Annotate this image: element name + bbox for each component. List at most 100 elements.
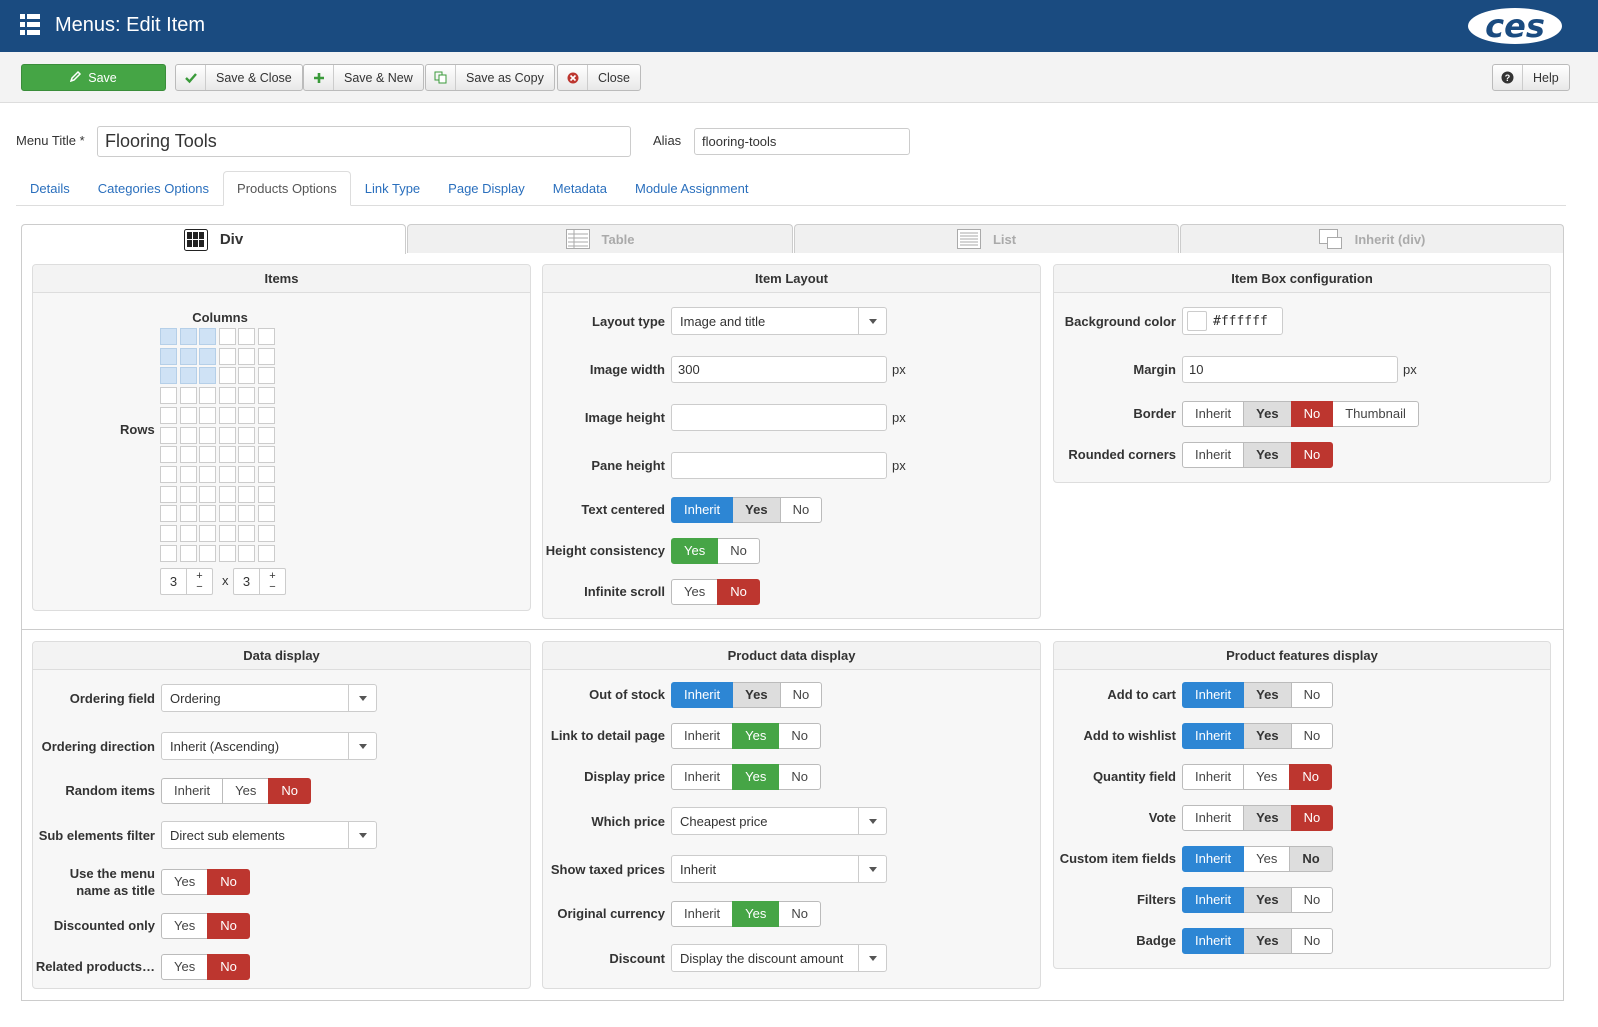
toggle-option[interactable]: No bbox=[1290, 886, 1334, 913]
number-input[interactable]: 3 + − bbox=[160, 568, 213, 595]
toggle-option[interactable]: Yes bbox=[732, 900, 780, 927]
select[interactable]: Inherit bbox=[671, 855, 887, 883]
grid-cell[interactable] bbox=[179, 446, 197, 464]
toggle-option[interactable]: No bbox=[779, 496, 823, 523]
grid-cell[interactable] bbox=[199, 525, 217, 542]
toggle-option[interactable]: Yes bbox=[1243, 400, 1292, 427]
menu-title-input[interactable]: Flooring Tools bbox=[97, 126, 631, 157]
toggle-option[interactable]: No bbox=[1290, 927, 1334, 954]
toggle-option[interactable]: No bbox=[1289, 845, 1333, 872]
toggle-option[interactable]: No bbox=[1290, 441, 1334, 468]
select[interactable]: Cheapest price bbox=[671, 807, 887, 835]
grid-cell[interactable] bbox=[238, 525, 256, 542]
toggle-option[interactable]: Inherit bbox=[671, 900, 734, 927]
grid-cell[interactable] bbox=[218, 525, 236, 542]
toggle-option[interactable]: No bbox=[207, 869, 250, 895]
toggle-option[interactable]: Inherit bbox=[671, 722, 734, 749]
toggle-option[interactable]: No bbox=[778, 722, 821, 749]
grid-cell[interactable] bbox=[258, 485, 275, 503]
grid-cell[interactable] bbox=[258, 367, 275, 385]
toggle-option[interactable]: Inherit bbox=[671, 763, 734, 790]
toggle-option[interactable]: No bbox=[207, 953, 250, 980]
layout-tab[interactable]: List bbox=[794, 224, 1179, 253]
toggle-option[interactable]: No bbox=[717, 537, 760, 564]
toggle-option[interactable]: No bbox=[1290, 722, 1334, 749]
layout-tab[interactable]: Div bbox=[21, 224, 406, 254]
toolbar-button[interactable]: Close bbox=[557, 64, 641, 91]
alias-input[interactable]: flooring-tools bbox=[694, 128, 910, 155]
toggle-option[interactable]: Yes bbox=[161, 869, 209, 895]
tab[interactable]: Link Type bbox=[364, 181, 421, 196]
toggle-option[interactable]: Yes bbox=[1243, 681, 1292, 708]
text-input[interactable]: 300 bbox=[671, 355, 887, 383]
toggle-option[interactable]: Inherit bbox=[671, 496, 734, 523]
toggle-option[interactable]: Inherit bbox=[161, 777, 224, 804]
toggle-option[interactable]: Yes bbox=[222, 777, 270, 804]
grid-cell[interactable] bbox=[218, 347, 236, 365]
grid-cell[interactable] bbox=[258, 505, 275, 523]
toggle-option[interactable]: No bbox=[778, 900, 821, 927]
toggle-option[interactable]: No bbox=[717, 578, 760, 605]
help-button[interactable]: ? Help bbox=[1492, 64, 1570, 91]
toggle-option[interactable]: Inherit bbox=[1182, 400, 1245, 427]
toggle-option[interactable]: Inherit bbox=[671, 681, 734, 708]
grid-cell[interactable] bbox=[160, 406, 177, 424]
toggle-option[interactable]: Yes bbox=[732, 496, 781, 523]
toggle-option[interactable]: Yes bbox=[671, 537, 719, 564]
grid-cell[interactable] bbox=[218, 465, 236, 483]
grid-cell[interactable] bbox=[199, 387, 217, 405]
toolbar-button[interactable]: Save & Close bbox=[175, 64, 303, 91]
grid-cell[interactable] bbox=[258, 446, 275, 464]
grid-cell[interactable] bbox=[199, 465, 217, 483]
toggle-option[interactable]: No bbox=[1289, 763, 1332, 790]
toggle-option[interactable]: Inherit bbox=[1182, 886, 1245, 913]
grid-cell[interactable] bbox=[179, 544, 197, 562]
grid-cell[interactable] bbox=[258, 406, 275, 424]
toggle-option[interactable]: Inherit bbox=[1182, 722, 1245, 749]
grid-cell[interactable] bbox=[160, 328, 177, 345]
grid-cell[interactable] bbox=[160, 347, 177, 365]
select[interactable]: Ordering bbox=[161, 684, 377, 712]
tab[interactable]: Details bbox=[30, 181, 70, 196]
toggle-option[interactable]: Yes bbox=[732, 722, 780, 749]
grid-cell[interactable] bbox=[179, 426, 197, 444]
grid-cell[interactable] bbox=[218, 544, 236, 562]
toggle-option[interactable]: Inherit bbox=[1182, 441, 1245, 468]
save-button[interactable]: Save bbox=[21, 64, 166, 91]
grid-cell[interactable] bbox=[218, 485, 236, 503]
select[interactable]: Inherit (Ascending) bbox=[161, 732, 377, 760]
stepper[interactable]: + − bbox=[269, 569, 276, 593]
grid-cell[interactable] bbox=[160, 485, 177, 503]
toolbar-button[interactable]: Save & New bbox=[303, 64, 424, 91]
toggle-option[interactable]: Yes bbox=[1243, 845, 1291, 872]
toggle-option[interactable]: Yes bbox=[161, 953, 209, 980]
toggle-option[interactable]: Thumbnail bbox=[1332, 400, 1419, 427]
number-input[interactable]: 3 + − bbox=[233, 568, 286, 595]
grid-cell[interactable] bbox=[179, 406, 197, 424]
grid-cell[interactable] bbox=[218, 387, 236, 405]
grid-cell[interactable] bbox=[258, 525, 275, 542]
toggle-option[interactable]: No bbox=[1290, 804, 1334, 831]
grid-cell[interactable] bbox=[199, 426, 217, 444]
grid-cell[interactable] bbox=[218, 505, 236, 523]
grid-cell[interactable] bbox=[258, 347, 275, 365]
toggle-option[interactable]: Yes bbox=[1243, 763, 1291, 790]
toggle-option[interactable]: No bbox=[778, 763, 821, 790]
toggle-option[interactable]: Inherit bbox=[1182, 681, 1245, 708]
grid-cell[interactable] bbox=[179, 485, 197, 503]
grid-cell[interactable] bbox=[218, 426, 236, 444]
grid-cell[interactable] bbox=[179, 347, 197, 365]
toggle-option[interactable]: Yes bbox=[732, 681, 781, 708]
layout-tab[interactable]: Table bbox=[407, 224, 793, 253]
grid-cell[interactable] bbox=[199, 485, 217, 503]
toggle-option[interactable]: Inherit bbox=[1182, 804, 1245, 831]
grid-cell[interactable] bbox=[238, 446, 256, 464]
toggle-option[interactable]: Yes bbox=[1243, 927, 1292, 954]
grid-cell[interactable] bbox=[218, 367, 236, 385]
grid-cell[interactable] bbox=[238, 406, 256, 424]
grid-cell[interactable] bbox=[258, 544, 275, 562]
grid-cell[interactable] bbox=[258, 426, 275, 444]
grid-cell[interactable] bbox=[238, 485, 256, 503]
select[interactable]: Direct sub elements bbox=[161, 821, 377, 849]
toggle-option[interactable]: Yes bbox=[1243, 722, 1292, 749]
